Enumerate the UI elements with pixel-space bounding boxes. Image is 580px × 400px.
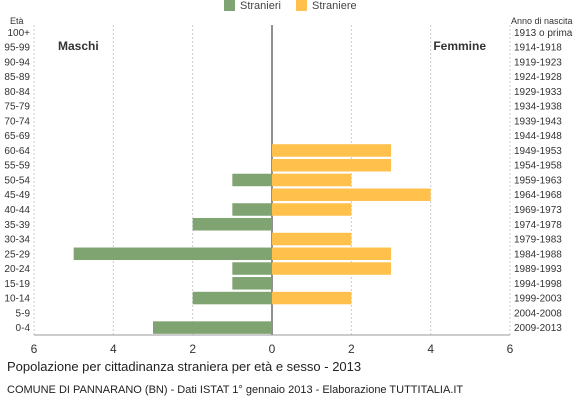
age-tick-label: 65-69	[4, 131, 30, 142]
birth-year-label: 1913 o prima	[514, 28, 573, 39]
age-tick-label: 35-39	[4, 220, 30, 231]
x-tick-label: 4	[427, 342, 434, 356]
age-tick-label: 60-64	[4, 146, 30, 157]
bar-straniere-20-24	[272, 262, 391, 275]
x-tick-label: 4	[110, 342, 117, 356]
right-axis-title: Anno di nascita	[511, 16, 573, 26]
age-tick-label: 80-84	[4, 87, 30, 98]
birth-year-label: 1924-1928	[514, 72, 562, 83]
x-tick-label: 6	[31, 342, 38, 356]
birth-year-label: 1914-1918	[514, 43, 562, 54]
age-tick-label: 100+	[7, 28, 30, 39]
legend-label-stranieri: Stranieri	[240, 0, 281, 12]
bar-straniere-40-44	[272, 203, 352, 216]
age-tick-label: 45-49	[4, 190, 30, 201]
birth-year-label: 1964-1968	[514, 190, 562, 201]
age-tick-label: 30-34	[4, 235, 30, 246]
birth-year-label: 1979-1983	[514, 235, 562, 246]
bar-stranieri-25-29	[73, 247, 273, 261]
birth-year-label: 1934-1938	[514, 102, 562, 113]
age-tick-label: 55-59	[4, 161, 30, 172]
birth-year-label: 1994-1998	[514, 279, 562, 290]
age-tick-label: 20-24	[4, 264, 30, 275]
birth-year-label: 1969-1973	[514, 205, 562, 216]
birth-year-label: 1939-1943	[514, 116, 562, 127]
chart-subtitle: COMUNE DI PANNARANO (BN) - Dati ISTAT 1°…	[7, 384, 464, 396]
labels-layer: 6 4 2 0 2 4 6 100+ 1913 o prima 95-99 1914-1918 90-…	[4, 28, 572, 356]
chart-title: Popolazione per cittadinanza straniera p…	[7, 359, 362, 374]
birth-year-label: 1944-1948	[514, 131, 562, 142]
bar-straniere-60-64	[272, 144, 391, 157]
bar-stranieri-15-19	[232, 277, 272, 290]
bar-stranieri-50-54	[232, 173, 272, 187]
age-tick-label: 85-89	[4, 72, 30, 83]
legend: Stranieri Straniere	[224, 0, 357, 12]
birth-year-label: 1999-2003	[514, 294, 562, 305]
x-tick-label: 6	[507, 342, 514, 356]
age-tick-label: 50-54	[4, 175, 30, 186]
left-axis-title: Età	[10, 16, 24, 26]
age-tick-label: 0-4	[16, 323, 31, 334]
bar-straniere-30-34	[272, 232, 352, 246]
bar-straniere-25-29	[272, 247, 391, 261]
age-tick-label: 75-79	[4, 102, 30, 113]
birth-year-label: 1929-1933	[514, 87, 562, 98]
legend-swatch-stranieri	[224, 0, 235, 11]
x-tick-label: 2	[189, 342, 196, 356]
age-tick-label: 10-14	[4, 294, 30, 305]
bar-stranieri-0-4	[153, 321, 272, 334]
birth-year-label: 2004-2008	[514, 308, 562, 319]
bar-stranieri-10-14	[192, 291, 272, 305]
birth-year-label: 1919-1923	[514, 57, 562, 68]
birth-year-label: 1954-1958	[514, 161, 562, 172]
bar-straniere-50-54	[272, 173, 352, 187]
legend-label-straniere: Straniere	[312, 0, 357, 12]
x-tick-label: 2	[348, 342, 355, 356]
bar-stranieri-35-39	[192, 218, 272, 231]
bars-layer	[73, 144, 431, 334]
age-tick-label: 95-99	[4, 43, 30, 54]
bar-straniere-55-59	[272, 158, 391, 172]
birth-year-label: 1974-1978	[514, 220, 562, 231]
age-tick-label: 15-19	[4, 279, 30, 290]
age-tick-label: 40-44	[4, 205, 30, 216]
birth-year-label: 2009-2013	[514, 323, 562, 334]
age-tick-label: 5-9	[16, 308, 31, 319]
bar-straniere-10-14	[272, 291, 352, 305]
birth-year-label: 1989-1993	[514, 264, 562, 275]
maschi-label: Maschi	[58, 39, 99, 53]
bar-stranieri-40-44	[232, 203, 272, 216]
femmine-label: Femmine	[433, 39, 486, 53]
age-tick-label: 90-94	[4, 57, 30, 68]
bar-straniere-45-49	[272, 188, 431, 201]
birth-year-label: 1959-1963	[514, 175, 562, 186]
bar-stranieri-20-24	[232, 262, 272, 275]
age-tick-label: 70-74	[4, 116, 30, 127]
birth-year-label: 1949-1953	[514, 146, 562, 157]
legend-swatch-straniere	[296, 0, 307, 11]
x-tick-label: 0	[269, 342, 276, 356]
age-tick-label: 25-29	[4, 249, 30, 260]
birth-year-label: 1984-1988	[514, 249, 562, 260]
